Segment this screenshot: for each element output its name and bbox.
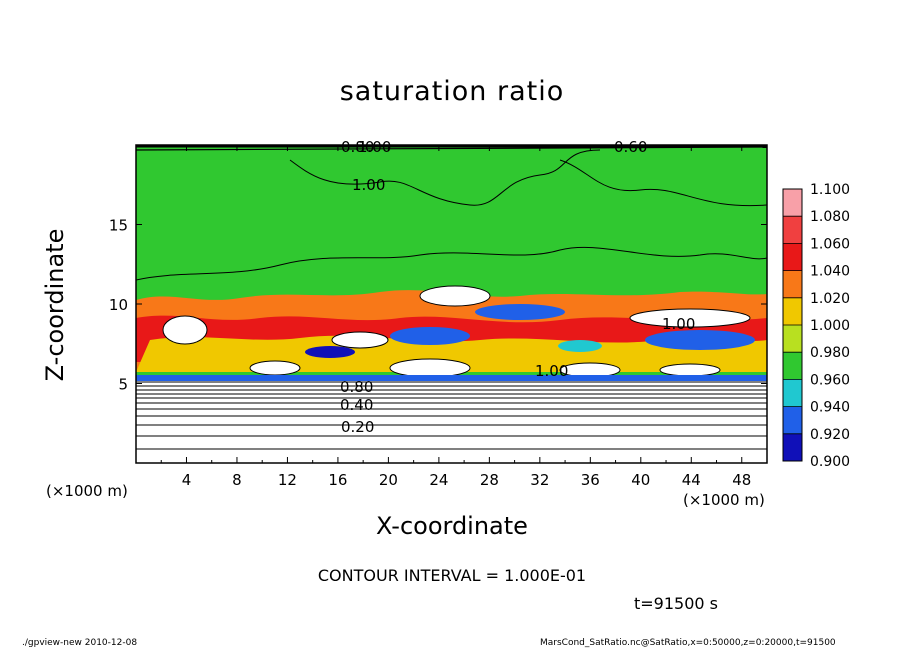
contour-line-lower <box>135 397 768 399</box>
contour-line-lower <box>135 389 768 391</box>
colorbar-swatch <box>783 433 802 461</box>
colorbar-label: 1.040 <box>810 264 850 280</box>
x-tick-label: 4 <box>182 471 192 489</box>
contour-line-lower <box>135 381 768 383</box>
y-axis-ticks: 5 10 15 <box>109 217 767 394</box>
contour-line-lower <box>135 402 768 404</box>
time-label: t=91500 s <box>634 594 718 613</box>
svg-text:1.00: 1.00 <box>358 138 391 156</box>
colorbar-label: 0.960 <box>810 372 850 388</box>
colorbar-label: 0.940 <box>810 400 850 416</box>
field-white-blob <box>629 308 751 328</box>
contour-line-lower <box>135 415 768 417</box>
contour-label: 0.40 <box>340 396 373 414</box>
svg-text:0.60: 0.60 <box>614 138 647 156</box>
contour-line-upper <box>289 149 601 206</box>
svg-text:0.80: 0.80 <box>341 138 374 156</box>
svg-text:0.80: 0.80 <box>340 378 373 396</box>
contour-line-lower <box>135 408 768 410</box>
colorbar-label: 0.920 <box>810 427 850 443</box>
contour-label: 0.80 <box>340 378 373 396</box>
colorbar-swatch <box>783 297 802 325</box>
x-tick-label: 48 <box>732 471 751 489</box>
contour-label: 1.00 <box>662 315 695 333</box>
colorbar-swatch <box>783 352 802 380</box>
contour-label: 1.00 <box>535 362 568 380</box>
colorbar-label: 1.100 <box>810 182 850 198</box>
colorbar-label: 1.060 <box>810 236 850 252</box>
field-boundary-band <box>136 375 767 381</box>
contour-label: 1.00 <box>352 176 385 194</box>
colorbar-swatch <box>783 379 802 407</box>
contour-line-lower <box>135 424 768 426</box>
field-white-blob <box>419 285 491 307</box>
lower-contours <box>135 381 768 450</box>
field-white-blob <box>559 362 621 378</box>
x-tick-label: 28 <box>480 471 499 489</box>
field-white-blob <box>162 315 208 345</box>
contour-label: 0.60 <box>614 138 647 156</box>
contour-label: 1.00 <box>358 138 391 156</box>
contour-line-upper <box>559 159 767 207</box>
x-tick-label: 40 <box>631 471 650 489</box>
colorbar-swatch <box>783 243 802 271</box>
x-tick-label: 44 <box>682 471 701 489</box>
field-white-blob <box>331 331 389 349</box>
x-tick-label: 36 <box>581 471 600 489</box>
x-tick-label: 24 <box>429 471 448 489</box>
field-blue-pocket <box>305 346 355 358</box>
footer-right: MarsCond_SatRatio.nc@SatRatio,x=0:50000,… <box>540 638 836 648</box>
colorbar-label: 1.020 <box>810 291 850 307</box>
field-white-blob <box>389 358 471 378</box>
contour-line-lower <box>135 393 768 395</box>
colorbar: 1.100 1.080 1.060 1.040 1.020 1.000 0.980 0.960… <box>782 182 850 470</box>
svg-text:1.00: 1.00 <box>535 362 568 380</box>
y-tick-label: 15 <box>109 217 128 235</box>
plot-area <box>136 145 767 463</box>
chart-title: saturation ratio <box>339 76 565 107</box>
contour-line-lower <box>135 448 768 450</box>
colorbar-swatch <box>783 216 802 244</box>
x-axis-ticks: 4 8 12 16 20 24 28 32 36 40 44 48 <box>160 145 751 489</box>
x-axis-label: X-coordinate <box>376 512 528 540</box>
footer-left: ./gpview-new 2010-12-08 <box>22 638 138 648</box>
colorbar-label: 1.080 <box>810 209 850 225</box>
field-blue-pocket <box>558 340 602 352</box>
contour-labels: 0.80 0.601.001.000.800.400.201.001.00 <box>340 138 695 436</box>
contour-label: 0.20 <box>341 418 374 436</box>
field-blue-pocket <box>475 304 565 320</box>
contour-line-lower <box>135 435 768 437</box>
contour-label: 0.80 <box>341 138 374 156</box>
colorbar-swatch <box>783 406 802 434</box>
x-tick-label: 16 <box>328 471 347 489</box>
svg-text:1.00: 1.00 <box>352 176 385 194</box>
colorbar-swatch <box>783 270 802 298</box>
field-subsaturated-region <box>136 380 767 463</box>
y-tick-label: 10 <box>109 296 128 314</box>
svg-text:1.00: 1.00 <box>662 315 695 333</box>
y-tick-label: 5 <box>118 376 128 394</box>
field-blue-pocket <box>390 327 470 345</box>
y-axis-label: Z-coordinate <box>41 228 69 382</box>
colorbar-label: 0.980 <box>810 345 850 361</box>
svg-text:0.20: 0.20 <box>341 418 374 436</box>
field-white-blob <box>659 363 721 377</box>
colorbar-label: 0.900 <box>810 454 850 470</box>
contour-line-upper <box>136 246 767 281</box>
x-tick-label: 32 <box>530 471 549 489</box>
colorbar-swatch <box>783 189 802 217</box>
contour-line-lower <box>135 385 768 387</box>
x-axis-unit-right: (×1000 m) <box>683 491 765 509</box>
x-axis-unit-left: (×1000 m) <box>46 482 128 500</box>
field-white-blob <box>249 360 301 376</box>
field-blue-pocket <box>645 330 755 350</box>
colorbar-label: 1.000 <box>810 318 850 334</box>
x-tick-label: 8 <box>232 471 242 489</box>
colorbar-swatch <box>783 325 802 353</box>
contour-interval-text: CONTOUR INTERVAL = 1.000E-01 <box>317 566 587 585</box>
svg-text:0.40: 0.40 <box>340 396 373 414</box>
x-tick-label: 12 <box>278 471 297 489</box>
x-tick-label: 20 <box>379 471 398 489</box>
